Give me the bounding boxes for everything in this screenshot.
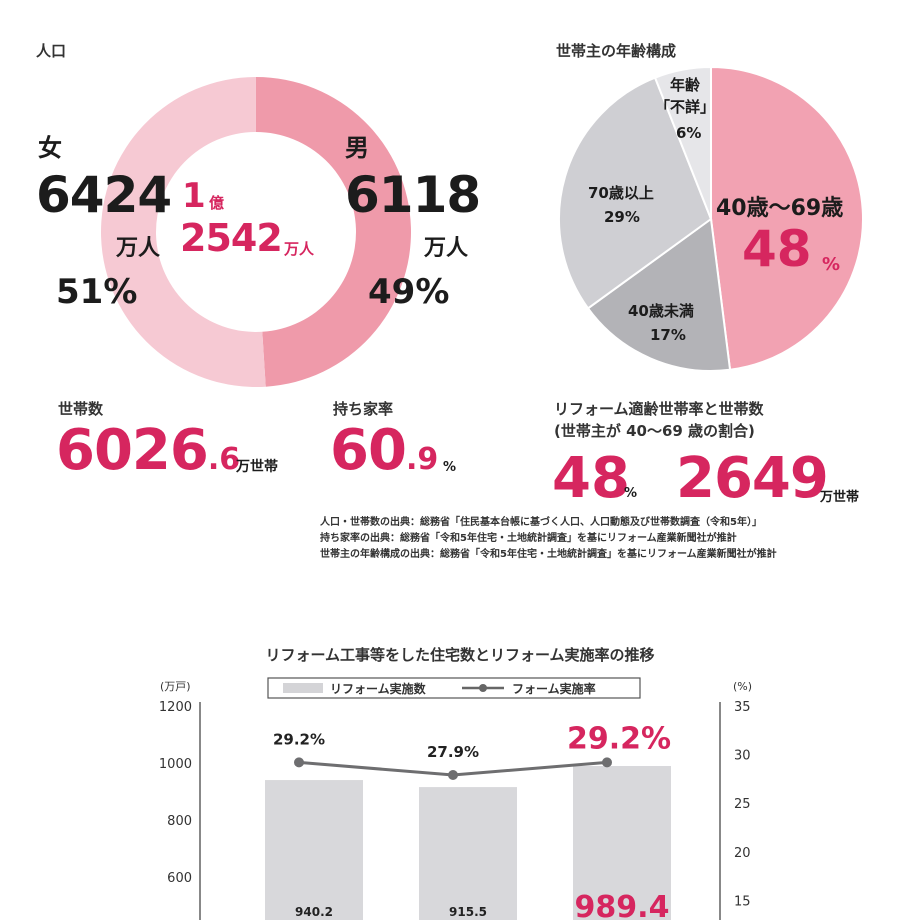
ownership-value: 60.9 (330, 418, 438, 483)
households-int: 6026 (56, 418, 209, 483)
female-label: 女 (38, 134, 62, 162)
age-unknown-percent: 6% (676, 124, 702, 142)
female-percent: 51% (56, 272, 138, 312)
age-4069-label: 40歳〜69歳 (716, 196, 844, 221)
pie-slice-unknown (653, 65, 712, 220)
total-man-unit: 万人 (284, 240, 315, 258)
source-population: 人口・世帯数の出典：総務省「住民基本台帳に基づく人口、人口動態及び世帯数調査（令… (320, 517, 762, 528)
total-oku: 1 (182, 176, 206, 216)
age-unknown-label-1: 年齢 (670, 76, 701, 94)
ownership-label: 持ち家率 (333, 400, 394, 418)
y-right-tick-25: 25 (734, 797, 751, 812)
male-percent: 49% (368, 272, 450, 312)
pie-slice-40-69 (710, 65, 864, 371)
legend-line-marker (479, 684, 487, 692)
legend-bar-label: リフォーム実施数 (330, 681, 427, 696)
pie-slice-under-40 (586, 217, 732, 372)
rate-label-0: 29.2% (273, 730, 325, 748)
male-label: 男 (345, 134, 369, 162)
reform-chart-title: リフォーム工事等をした住宅数とリフォーム実施率の推移 (265, 646, 655, 664)
source-ownership: 持ち家率の出典：総務省「令和5年住宅・土地統計調査」を基にリフォーム産業新聞社が… (320, 533, 737, 544)
y-left-tick-1000: 1000 (159, 757, 192, 772)
age-title: 世帯主の年齢構成 (556, 42, 677, 60)
bar-1 (419, 787, 517, 920)
ownership-int: 60 (330, 418, 407, 483)
male-unit: 万人 (424, 236, 469, 261)
pie-slice-70-plus (558, 76, 713, 310)
total-man: 2542 (180, 216, 283, 260)
female-unit: 万人 (116, 236, 161, 261)
reform-count: 2649 (676, 446, 829, 511)
y-left-tick-800: 800 (167, 814, 192, 829)
reform-label-1: リフォーム適齢世帯率と世帯数 (554, 400, 764, 418)
y-left-tick-1200: 1200 (159, 700, 192, 715)
total-oku-unit: 億 (209, 194, 225, 212)
households-label: 世帯数 (58, 400, 104, 418)
rate-label-1: 27.9% (427, 743, 479, 761)
donut-slice-female (100, 77, 266, 388)
legend-line-label: フォーム実施率 (512, 681, 596, 696)
age-70-label: 70歳以上 (588, 184, 654, 202)
reform-chart: リフォーム実施数 フォーム実施率 (万戸) (%) 1200 1000 800 600 35 3… (159, 677, 752, 920)
reform-percent-unit: % (624, 486, 638, 501)
y-left-unit: (万戸) (160, 680, 191, 693)
ownership-dec: .9 (405, 442, 439, 477)
age-pie (558, 65, 864, 372)
ownership-unit: % (443, 460, 457, 475)
y-right-tick-15: 15 (734, 894, 751, 909)
y-right-unit: (%) (733, 680, 752, 693)
y-right-tick-30: 30 (734, 749, 751, 764)
bar-label-1: 915.5 (449, 905, 487, 919)
households-dec: .6 (207, 442, 241, 477)
reform-count-unit: 万世帯 (820, 490, 860, 505)
rate-label-2: 29.2% (567, 721, 671, 756)
female-value: 6424 (36, 166, 172, 224)
legend-bar-swatch (283, 683, 323, 693)
households-value: 6026.6 (56, 418, 240, 483)
donut-slice-male (256, 77, 411, 387)
age-unknown-label-2: 「不詳」 (655, 98, 716, 116)
y-right-tick-35: 35 (734, 700, 751, 715)
age-4069-percent: 48 (742, 220, 812, 278)
bar-label-0: 940.2 (295, 905, 333, 919)
bar-label-2: 989.4 (575, 890, 670, 920)
bar-2 (573, 766, 671, 920)
legend-box (267, 677, 641, 699)
age-70-percent: 29% (604, 208, 640, 226)
reform-label-2: (世帯主が 40〜69 歳の割合) (554, 422, 755, 440)
population-donut (100, 77, 411, 388)
rate-point-1 (448, 770, 458, 781)
households-unit: 万世帯 (236, 459, 278, 475)
rate-point-2 (602, 757, 612, 768)
reform-percent: 48 (552, 446, 630, 511)
age-40under-label: 40歳未満 (628, 302, 694, 320)
male-value: 6118 (345, 166, 481, 224)
age-40under-percent: 17% (650, 326, 686, 344)
age-4069-unit: % (822, 254, 841, 275)
source-age: 世帯主の年齢構成の出典：総務省「令和5年住宅・土地統計調査」を基にリフォーム産業… (320, 549, 777, 560)
y-right-tick-20: 20 (734, 846, 751, 861)
rate-point-0 (294, 757, 304, 768)
bar-0 (265, 780, 363, 920)
y-left-tick-600: 600 (167, 871, 192, 886)
population-title: 人口 (36, 42, 67, 60)
